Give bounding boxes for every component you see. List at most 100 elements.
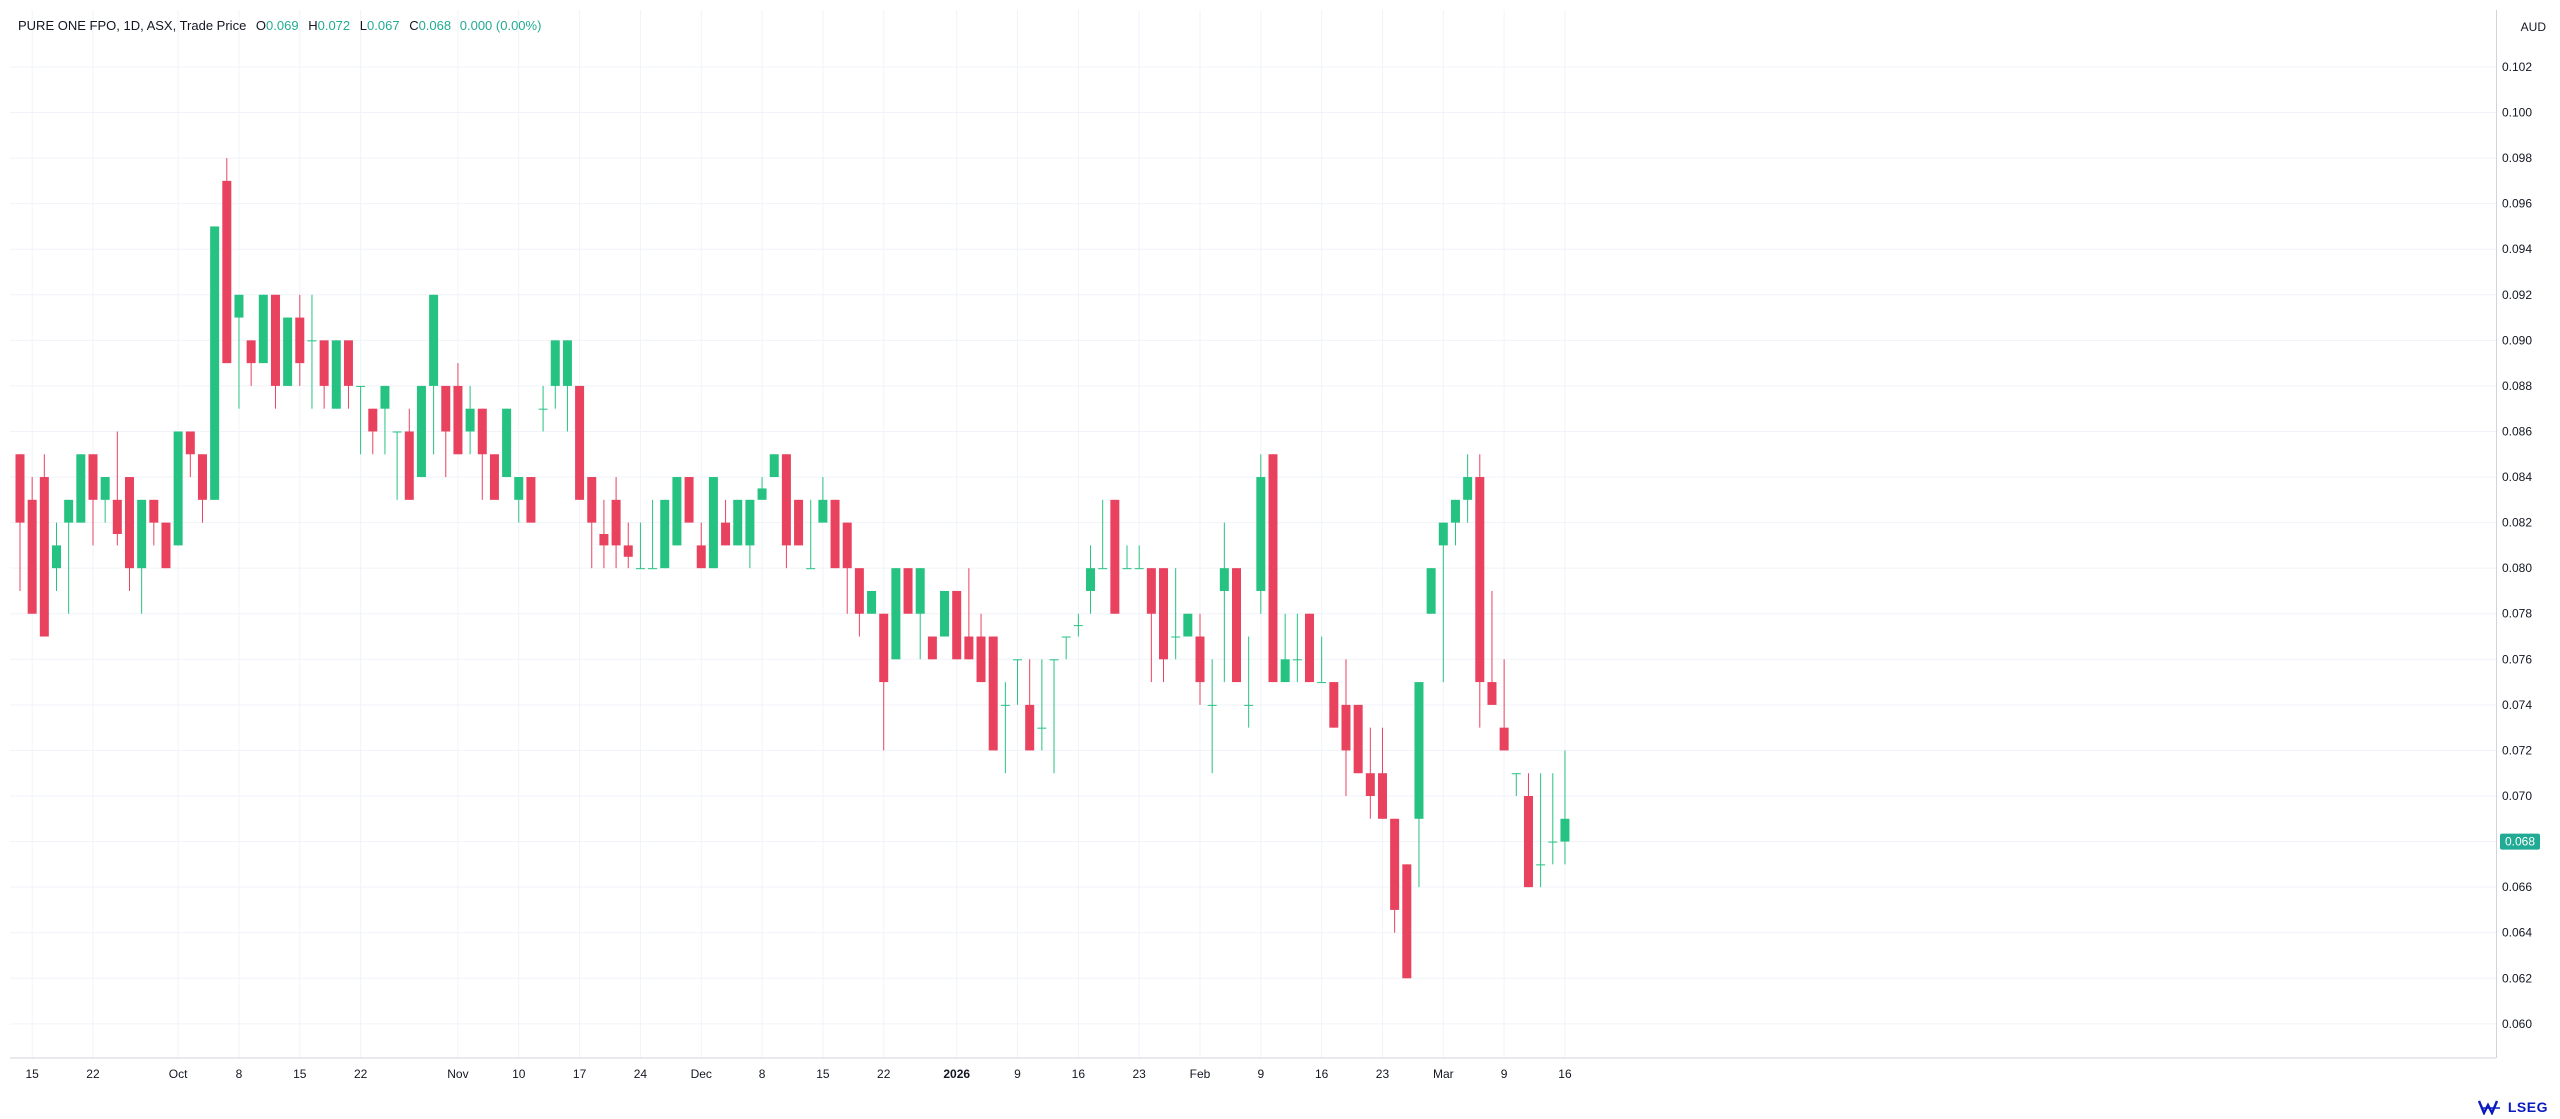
candle-body (1073, 625, 1083, 627)
candle-body (1232, 568, 1241, 683)
candle-body (1122, 568, 1132, 570)
x-tick-label: 9 (1257, 1067, 1264, 1081)
candle-body (660, 499, 670, 569)
candle-body (1049, 659, 1059, 661)
candle-body (1219, 568, 1229, 591)
candle-body (988, 636, 998, 751)
candle-body (1536, 864, 1546, 866)
candle-body (441, 385, 451, 432)
x-tick-label: 15 (25, 1067, 39, 1081)
candle-body (854, 568, 864, 614)
candle-body (733, 499, 743, 546)
last-price-tag (2500, 833, 2540, 850)
high-value: 0.072 (317, 18, 351, 33)
candle-body (562, 340, 572, 386)
candle-body (903, 568, 913, 614)
candle-body (453, 385, 463, 455)
candle-body (611, 499, 621, 546)
x-tick-label: Nov (447, 1067, 468, 1081)
candle-body (404, 431, 414, 500)
candle-body (1511, 773, 1521, 775)
candle-body (1110, 499, 1120, 614)
x-tick-label: 16 (1315, 1067, 1329, 1081)
y-tick-label: 0.102 (2502, 60, 2532, 74)
candle-body (1390, 818, 1400, 910)
candle-body (246, 340, 256, 364)
plot-area[interactable] (10, 10, 2497, 1058)
candle-body (331, 340, 341, 409)
candle-body (1146, 568, 1156, 614)
candle-body (1268, 454, 1278, 683)
candle-body (952, 590, 962, 660)
x-tick-label: 2026 (943, 1067, 970, 1081)
candle-body (1025, 704, 1035, 751)
change-value: 0.000 (0.00%) (459, 18, 542, 33)
x-tick-label: 22 (86, 1067, 100, 1081)
y-tick-label: 0.066 (2502, 880, 2532, 894)
low-label: L (359, 18, 368, 33)
candle-body (112, 499, 122, 534)
candle-body (64, 499, 74, 523)
candle-body (757, 488, 767, 500)
candle-body (76, 454, 86, 523)
candle-body (380, 385, 390, 409)
candle-body (745, 499, 755, 546)
candle-body (599, 534, 609, 546)
candle-body (538, 408, 548, 410)
candle-body (356, 385, 366, 387)
candle-body (343, 340, 353, 386)
candle-body (100, 477, 110, 500)
x-tick-label: 16 (1072, 1067, 1086, 1081)
candle-body (1171, 636, 1181, 638)
candle-body (88, 454, 98, 500)
y-tick-label: 0.100 (2502, 106, 2532, 120)
candle-body (502, 408, 512, 478)
candle-body (1000, 704, 1010, 706)
x-tick-label: Mar (1433, 1067, 1454, 1081)
candle-body (197, 454, 207, 500)
candle-body (185, 431, 195, 455)
x-tick-label: 9 (1501, 1067, 1508, 1081)
candle-body (1329, 682, 1339, 728)
y-tick-label: 0.092 (2502, 288, 2532, 302)
y-tick-label: 0.084 (2502, 470, 2532, 484)
x-tick-label: 16 (1558, 1067, 1572, 1081)
candle-body (684, 477, 694, 523)
x-tick-label: 8 (759, 1067, 766, 1081)
x-tick-label: 23 (1376, 1067, 1390, 1081)
x-tick-label: 8 (236, 1067, 243, 1081)
y-tick-label: 0.086 (2502, 424, 2532, 438)
candle-body (976, 636, 986, 683)
x-tick-label: 15 (816, 1067, 830, 1081)
candle-body (1560, 818, 1570, 842)
candle-body (465, 408, 475, 432)
candle-body (1414, 682, 1424, 819)
x-tick-label: 10 (512, 1067, 526, 1081)
candle-body (891, 568, 901, 660)
close-label: C (409, 18, 419, 33)
candle-body (489, 454, 499, 500)
x-tick-label: 23 (1133, 1067, 1147, 1081)
candle-body (575, 385, 585, 500)
candle-body (1134, 568, 1144, 570)
y-tick-label: 0.088 (2502, 379, 2532, 393)
candle-body (867, 590, 877, 614)
candle-body (1183, 613, 1193, 637)
x-tick-label: 22 (877, 1067, 891, 1081)
y-tick-label: 0.078 (2502, 607, 2532, 621)
x-tick-label: 9 (1014, 1067, 1021, 1081)
y-tick-label: 0.070 (2502, 789, 2532, 803)
candle-body (940, 590, 950, 637)
candle-body (270, 294, 280, 386)
candle-body (1548, 841, 1558, 843)
candle-body (1438, 522, 1448, 546)
candle-body (258, 294, 268, 364)
candle-body (1523, 796, 1533, 888)
candle-body (1195, 636, 1205, 683)
last-price-label: 0.068 (2505, 835, 2535, 849)
y-tick-label: 0.072 (2502, 743, 2532, 757)
candle-body (550, 340, 560, 386)
candle-body (222, 180, 232, 364)
chart-header: PURE ONE FPO, 1D, ASX, Trade Price O0.06… (18, 18, 541, 33)
candle-body (696, 545, 706, 569)
